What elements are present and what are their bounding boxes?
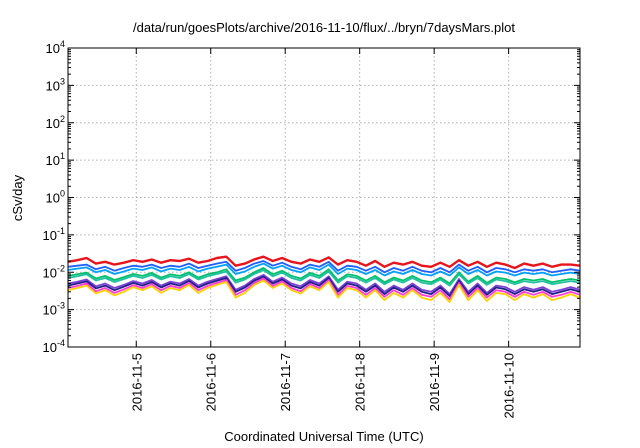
series-line-2 <box>67 260 581 274</box>
grid <box>68 48 580 347</box>
y-tick-label: 10-1 <box>43 226 65 243</box>
y-tick-label-base: 10 <box>46 153 60 168</box>
y-tick-label: 100 <box>46 189 65 206</box>
x-tick-label: 2016-11-5 <box>129 353 144 411</box>
y-tick-label: 10-4 <box>43 338 65 355</box>
series-line-3 <box>67 262 581 277</box>
x-tick-label: 2016-11-8 <box>353 353 368 411</box>
y-tick-label: 10-3 <box>43 301 65 318</box>
series-line-9 <box>67 279 581 303</box>
y-tick-label-base: 10 <box>43 340 57 355</box>
x-axis-label: Coordinated Universal Time (UTC) <box>224 429 423 444</box>
y-tick-label-exponent: 2 <box>60 114 65 124</box>
y-tick-label-exponent: 3 <box>60 76 65 86</box>
y-tick-label: 102 <box>46 114 65 131</box>
y-tick-label-base: 10 <box>46 78 60 93</box>
series-line-1 <box>67 255 581 270</box>
y-tick-label-base: 10 <box>43 228 57 243</box>
x-tick-label: 2016-11-6 <box>204 353 219 411</box>
y-tick-label-base: 10 <box>43 303 57 318</box>
y-tick-label-exponent: -3 <box>57 301 65 311</box>
x-tick-label: 2016-11-10 <box>502 353 517 419</box>
y-tick-label-exponent: -2 <box>57 263 65 273</box>
y-tick-label-base: 10 <box>43 265 57 280</box>
x-tick-label: 2016-11-7 <box>278 353 293 411</box>
y-tick-label-base: 10 <box>46 116 60 131</box>
series-line-6 <box>67 273 581 296</box>
y-axis-label: cSv/day <box>10 174 25 221</box>
y-tick-label-exponent: 1 <box>60 151 65 161</box>
y-tick-label: 104 <box>46 39 65 56</box>
series-layer <box>67 255 581 303</box>
series-line-4 <box>67 267 581 285</box>
y-tick-label-exponent: 4 <box>60 39 65 49</box>
x-tick-label: 2016-11-9 <box>427 353 442 411</box>
y-tick-label: 10-2 <box>43 263 65 280</box>
y-tick-label-base: 10 <box>46 41 60 56</box>
y-tick-label-base: 10 <box>46 191 60 206</box>
series-line-8 <box>67 277 581 301</box>
y-tick-label-exponent: -4 <box>57 338 65 348</box>
y-tick-label-exponent: -1 <box>57 226 65 236</box>
chart-title: /data/run/goesPlots/archive/2016-11-10/f… <box>133 20 515 35</box>
y-tick-label: 101 <box>46 151 65 168</box>
series-line-7 <box>67 275 581 298</box>
ticks: 10-410-310-210-11001011021031042016-11-5… <box>43 39 580 419</box>
y-tick-label-exponent: 0 <box>60 189 65 199</box>
y-tick-label: 103 <box>46 76 65 93</box>
series-line-5 <box>67 269 581 287</box>
